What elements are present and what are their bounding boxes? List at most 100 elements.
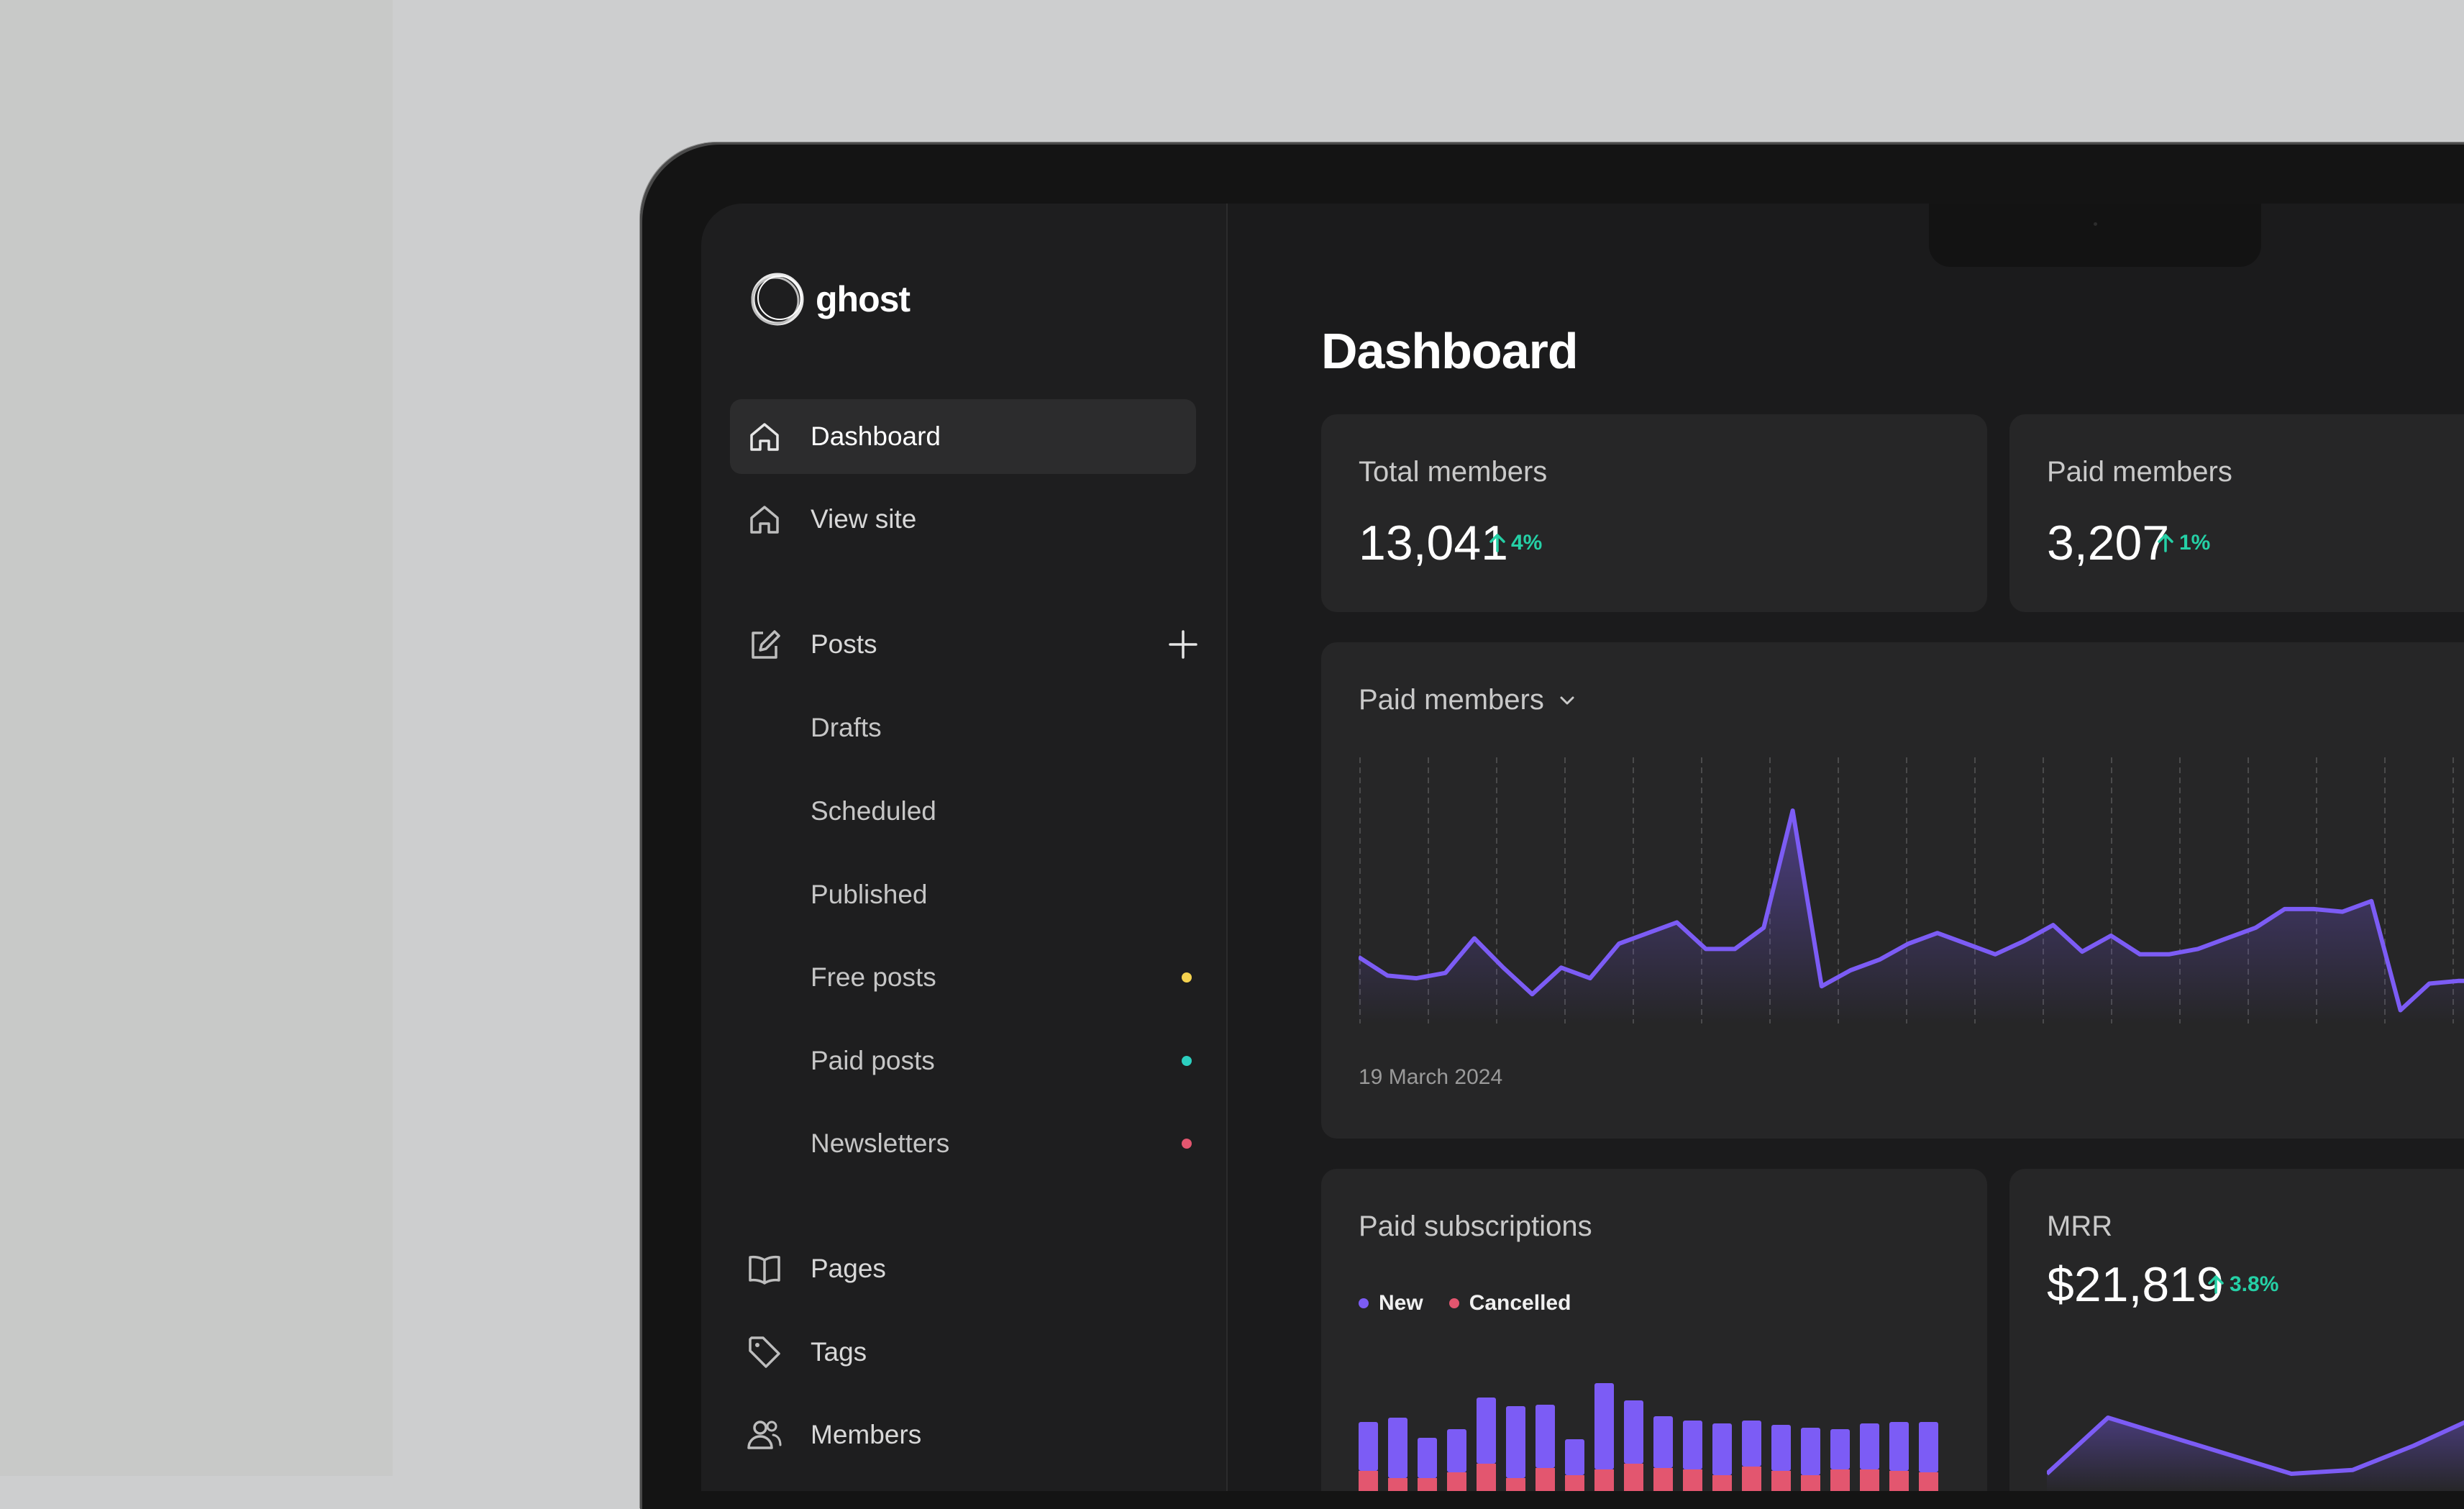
yellow-status-dot: [1182, 972, 1192, 983]
nav-members-label: Members: [811, 1420, 922, 1449]
arrow-up-icon: [2158, 534, 2173, 552]
legend-new-label: New: [1379, 1291, 1423, 1315]
bar-new: [1860, 1423, 1879, 1469]
nav-published[interactable]: Published: [730, 857, 1196, 932]
bar-new: [1889, 1422, 1909, 1471]
paid-members-chart-card: Paid members 19 March 2024: [1321, 642, 2464, 1139]
camera-dot: [2094, 222, 2097, 226]
bar-cancelled: [1477, 1464, 1496, 1491]
bar-new: [1653, 1416, 1673, 1468]
chevron-down-icon: [1560, 696, 1574, 704]
red-status-dot: [1182, 1139, 1192, 1149]
bar-cancelled: [1624, 1464, 1643, 1491]
nav-members[interactable]: Members: [730, 1398, 1196, 1472]
total-members-card[interactable]: Total members 13,041 4%: [1321, 414, 1987, 612]
total-members-delta: 4%: [1487, 531, 1542, 555]
area-fill: [1359, 811, 2464, 1024]
nav-drafts[interactable]: Drafts: [730, 690, 1196, 765]
bar-new: [1477, 1398, 1496, 1464]
paid-subscriptions-title: Paid subscriptions: [1359, 1211, 1592, 1242]
nav-pages[interactable]: Pages: [730, 1231, 1196, 1306]
bar-new: [1506, 1406, 1525, 1478]
area-series-line: [1359, 808, 2464, 1013]
home-icon: [750, 506, 779, 534]
arrow-up-icon: [1489, 534, 1505, 552]
bar-cancelled: [1506, 1478, 1525, 1491]
members-icon: [747, 1421, 782, 1449]
paid-members-delta: 1%: [2155, 531, 2210, 555]
bar-cancelled: [1683, 1469, 1702, 1491]
legend-new: New: [1359, 1291, 1423, 1316]
nav-newsletters-label: Newsletters: [811, 1129, 950, 1158]
legend-new-dot: [1359, 1298, 1369, 1308]
bar-new: [1447, 1429, 1466, 1472]
nav-view-site[interactable]: View site: [730, 482, 1196, 557]
nav-dashboard[interactable]: Dashboard: [730, 399, 1196, 474]
nav-free-posts[interactable]: Free posts: [730, 940, 1196, 1015]
paid-members-card[interactable]: Paid members 3,207 1%: [2009, 414, 2464, 612]
nav-dashboard-label: Dashboard: [811, 421, 941, 451]
bar-new: [1418, 1438, 1437, 1478]
chart-metric-selector[interactable]: Paid members: [1359, 684, 1577, 716]
bar-cancelled: [1359, 1471, 1378, 1491]
app-window: ghost Dashboard View site Posts: [701, 204, 2464, 1491]
bar-cancelled: [1536, 1468, 1555, 1491]
bar-new: [1683, 1421, 1702, 1469]
bar-new: [1359, 1422, 1378, 1471]
page-title: Dashboard: [1321, 323, 1579, 379]
ghost-logo-icon: [751, 273, 804, 326]
mrr-line-chart[interactable]: [2047, 1363, 2464, 1491]
paid-subscriptions-card: Paid subscriptions New Cancelled: [1321, 1169, 1987, 1491]
bar-cancelled: [1830, 1469, 1850, 1491]
mrr-label: MRR: [2047, 1211, 2113, 1242]
nav-tags-label: Tags: [811, 1337, 867, 1367]
bar-cancelled: [1771, 1471, 1791, 1491]
bar-cancelled: [1418, 1478, 1437, 1491]
mrr-card[interactable]: MRR $21,819 3.8%: [2009, 1169, 2464, 1491]
bar-new: [1771, 1425, 1791, 1471]
nav-newsletters[interactable]: Newsletters: [730, 1106, 1196, 1181]
bar-cancelled: [1653, 1468, 1673, 1491]
plus-icon[interactable]: [1167, 629, 1199, 660]
mrr-area-fill: [2047, 1418, 2464, 1491]
bar-new: [1388, 1418, 1407, 1478]
bar-cancelled: [1565, 1475, 1584, 1491]
total-members-label: Total members: [1359, 456, 1548, 488]
bar-cancelled: [1919, 1472, 1938, 1491]
nav-posts[interactable]: Posts: [730, 607, 1199, 682]
bar-cancelled: [1742, 1467, 1761, 1491]
nav-published-label: Published: [811, 880, 928, 909]
bar-cancelled: [1860, 1469, 1879, 1491]
bar-new: [1712, 1423, 1732, 1475]
paid-subscriptions-bar-chart[interactable]: [1359, 1363, 1963, 1491]
nav-scheduled-label: Scheduled: [811, 796, 936, 826]
open-book-icon: [749, 1255, 780, 1285]
paid-members-area-chart[interactable]: [1359, 757, 2464, 1031]
paid-members-value: 3,207: [2047, 516, 2170, 570]
nav-tags[interactable]: Tags: [730, 1315, 1196, 1390]
sidebar: ghost Dashboard View site Posts: [701, 204, 1228, 1491]
bar-new: [1742, 1421, 1761, 1467]
teal-status-dot: [1182, 1056, 1192, 1066]
tag-icon: [749, 1336, 780, 1368]
bar-new: [1919, 1422, 1938, 1472]
home-icon: [750, 423, 779, 451]
chart-date: 19 March 2024: [1359, 1065, 1503, 1089]
nav-scheduled[interactable]: Scheduled: [730, 774, 1196, 849]
bar-cancelled: [1801, 1475, 1820, 1491]
mrr-delta-value: 3.8%: [2230, 1272, 2279, 1296]
bar-new: [1594, 1383, 1614, 1469]
logo-text: ghost: [816, 279, 911, 319]
bar-cancelled: [1889, 1471, 1909, 1491]
nav-paid-posts[interactable]: Paid posts: [730, 1024, 1196, 1098]
bar-cancelled: [1447, 1472, 1466, 1491]
bar-new: [1565, 1439, 1584, 1475]
total-members-value: 13,041: [1359, 516, 1508, 570]
ghost-logo[interactable]: ghost: [747, 268, 911, 330]
legend-cancelled-label: Cancelled: [1469, 1291, 1571, 1315]
nav-free-posts-label: Free posts: [811, 962, 936, 992]
paid-members-delta-value: 1%: [2179, 531, 2211, 555]
nav-pages-label: Pages: [811, 1254, 886, 1283]
legend-cancelled-dot: [1448, 1298, 1459, 1308]
bar-new: [1536, 1405, 1555, 1468]
